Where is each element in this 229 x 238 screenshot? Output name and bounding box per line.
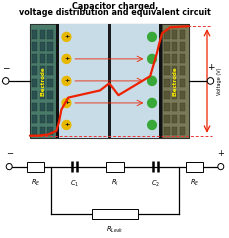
- Bar: [47, 114, 52, 123]
- Bar: [40, 30, 45, 39]
- Text: −: −: [2, 63, 9, 72]
- Text: voltage distribution and equivalent circuit: voltage distribution and equivalent circ…: [19, 8, 210, 17]
- Bar: [32, 79, 37, 87]
- Circle shape: [62, 55, 71, 64]
- Bar: [161, 24, 188, 138]
- Text: +: +: [206, 63, 213, 72]
- Circle shape: [3, 78, 9, 84]
- Text: Electrode: Electrode: [172, 66, 177, 96]
- Bar: [171, 127, 177, 135]
- Circle shape: [147, 32, 156, 41]
- Bar: [92, 209, 137, 219]
- Bar: [159, 24, 161, 138]
- Text: $C_2$: $C_2$: [150, 179, 159, 189]
- Bar: [164, 66, 169, 75]
- Bar: [40, 42, 45, 51]
- Bar: [40, 90, 45, 99]
- Bar: [40, 55, 45, 63]
- Bar: [164, 114, 169, 123]
- Bar: [179, 103, 184, 111]
- Bar: [47, 79, 52, 87]
- Circle shape: [147, 76, 156, 85]
- Bar: [164, 30, 169, 39]
- Bar: [171, 42, 177, 51]
- Bar: [164, 79, 169, 87]
- Bar: [40, 114, 45, 123]
- Bar: [47, 90, 52, 99]
- Bar: [171, 30, 177, 39]
- Bar: [30, 24, 188, 138]
- Text: $R_E$: $R_E$: [31, 178, 40, 188]
- Bar: [56, 24, 59, 138]
- Bar: [47, 30, 52, 39]
- Text: $C_1$: $C_1$: [70, 179, 79, 189]
- Bar: [171, 90, 177, 99]
- Circle shape: [62, 99, 71, 108]
- Circle shape: [147, 120, 156, 129]
- Bar: [40, 66, 45, 75]
- Bar: [179, 127, 184, 135]
- Bar: [32, 103, 37, 111]
- Bar: [171, 79, 177, 87]
- Text: $R_i$: $R_i$: [111, 178, 118, 188]
- Bar: [32, 90, 37, 99]
- Text: $R_{Leak}$: $R_{Leak}$: [106, 225, 123, 235]
- Text: +: +: [64, 122, 69, 127]
- Bar: [179, 66, 184, 75]
- Circle shape: [206, 78, 213, 84]
- Bar: [27, 162, 44, 172]
- Circle shape: [62, 32, 71, 41]
- Circle shape: [62, 120, 71, 129]
- Bar: [47, 66, 52, 75]
- Bar: [179, 42, 184, 51]
- Circle shape: [62, 76, 71, 85]
- Text: Electrode: Electrode: [41, 66, 45, 96]
- Bar: [30, 24, 56, 138]
- Bar: [47, 55, 52, 63]
- Bar: [179, 79, 184, 87]
- Bar: [164, 103, 169, 111]
- Bar: [32, 55, 37, 63]
- Bar: [164, 127, 169, 135]
- Bar: [40, 127, 45, 135]
- Text: +: +: [64, 34, 69, 39]
- Circle shape: [217, 164, 223, 170]
- Bar: [47, 103, 52, 111]
- Bar: [32, 114, 37, 123]
- Bar: [171, 66, 177, 75]
- Text: Capacitor charged,: Capacitor charged,: [71, 2, 158, 11]
- Bar: [179, 30, 184, 39]
- Text: +: +: [64, 56, 69, 61]
- Text: +: +: [64, 100, 69, 105]
- Bar: [32, 30, 37, 39]
- Bar: [179, 90, 184, 99]
- Text: +: +: [216, 149, 223, 158]
- Circle shape: [147, 99, 156, 108]
- Bar: [171, 55, 177, 63]
- Bar: [106, 162, 123, 172]
- Bar: [47, 127, 52, 135]
- Text: −: −: [6, 149, 13, 158]
- Bar: [40, 103, 45, 111]
- Bar: [47, 42, 52, 51]
- Bar: [164, 55, 169, 63]
- Circle shape: [147, 55, 156, 64]
- Bar: [32, 66, 37, 75]
- Bar: [171, 103, 177, 111]
- Bar: [185, 162, 202, 172]
- Text: $R_E$: $R_E$: [189, 178, 198, 188]
- Text: Voltage (V): Voltage (V): [216, 67, 221, 95]
- Bar: [171, 114, 177, 123]
- Bar: [179, 55, 184, 63]
- Bar: [164, 42, 169, 51]
- Bar: [32, 127, 37, 135]
- Bar: [56, 24, 161, 138]
- Bar: [179, 114, 184, 123]
- Text: +: +: [64, 78, 69, 83]
- Bar: [32, 42, 37, 51]
- Bar: [164, 90, 169, 99]
- Bar: [107, 24, 110, 138]
- Bar: [40, 79, 45, 87]
- Circle shape: [6, 164, 12, 170]
